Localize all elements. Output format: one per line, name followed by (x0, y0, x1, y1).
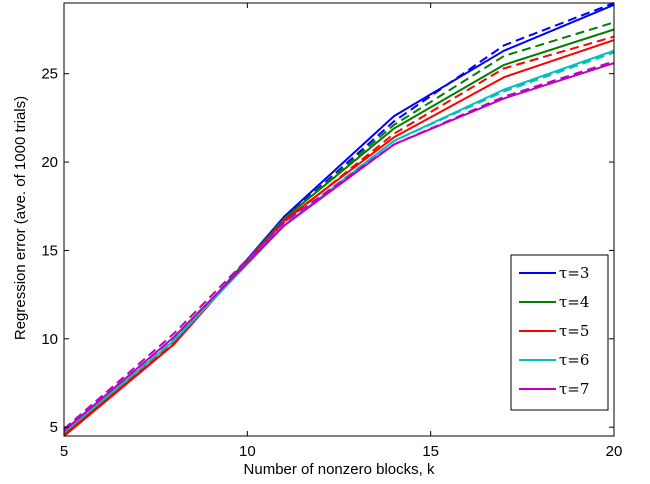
y-tick-label: 25 (41, 66, 58, 83)
x-tick-label: 15 (422, 443, 439, 460)
legend-label: τ=5 (559, 322, 589, 340)
series-line-9-solid (63, 62, 615, 432)
series-line-5-solid (63, 39, 615, 437)
axes-layer: 5 10 15 20 5 10 15 20 25 (41, 2, 623, 460)
x-tick-label: 20 (606, 443, 623, 460)
series-layer (63, 2, 615, 437)
x-tick-label: 5 (60, 443, 68, 460)
y-tick-label: 10 (41, 331, 58, 348)
axes-frame (63, 2, 615, 437)
y-tick-label: 15 (41, 242, 58, 259)
x-tick-label: 10 (239, 443, 256, 460)
series-line-10-dashed (63, 60, 615, 430)
legend-box (510, 254, 609, 411)
legend-label: τ=7 (559, 380, 589, 398)
x-axis-title: Number of nonzero blocks, k (244, 461, 435, 478)
legend-label: τ=4 (559, 293, 589, 311)
series-line-6-dashed (63, 35, 615, 435)
y-tick-label: 20 (41, 154, 58, 171)
legend-label: τ=3 (559, 264, 589, 282)
legend-label: τ=6 (559, 351, 589, 369)
legend: τ=3 τ=4 τ=5 τ=6 τ=7 (510, 254, 609, 411)
y-axis-title: Regression error (ave. of 1000 trials) (12, 96, 29, 340)
y-tick-label: 5 (50, 419, 58, 436)
